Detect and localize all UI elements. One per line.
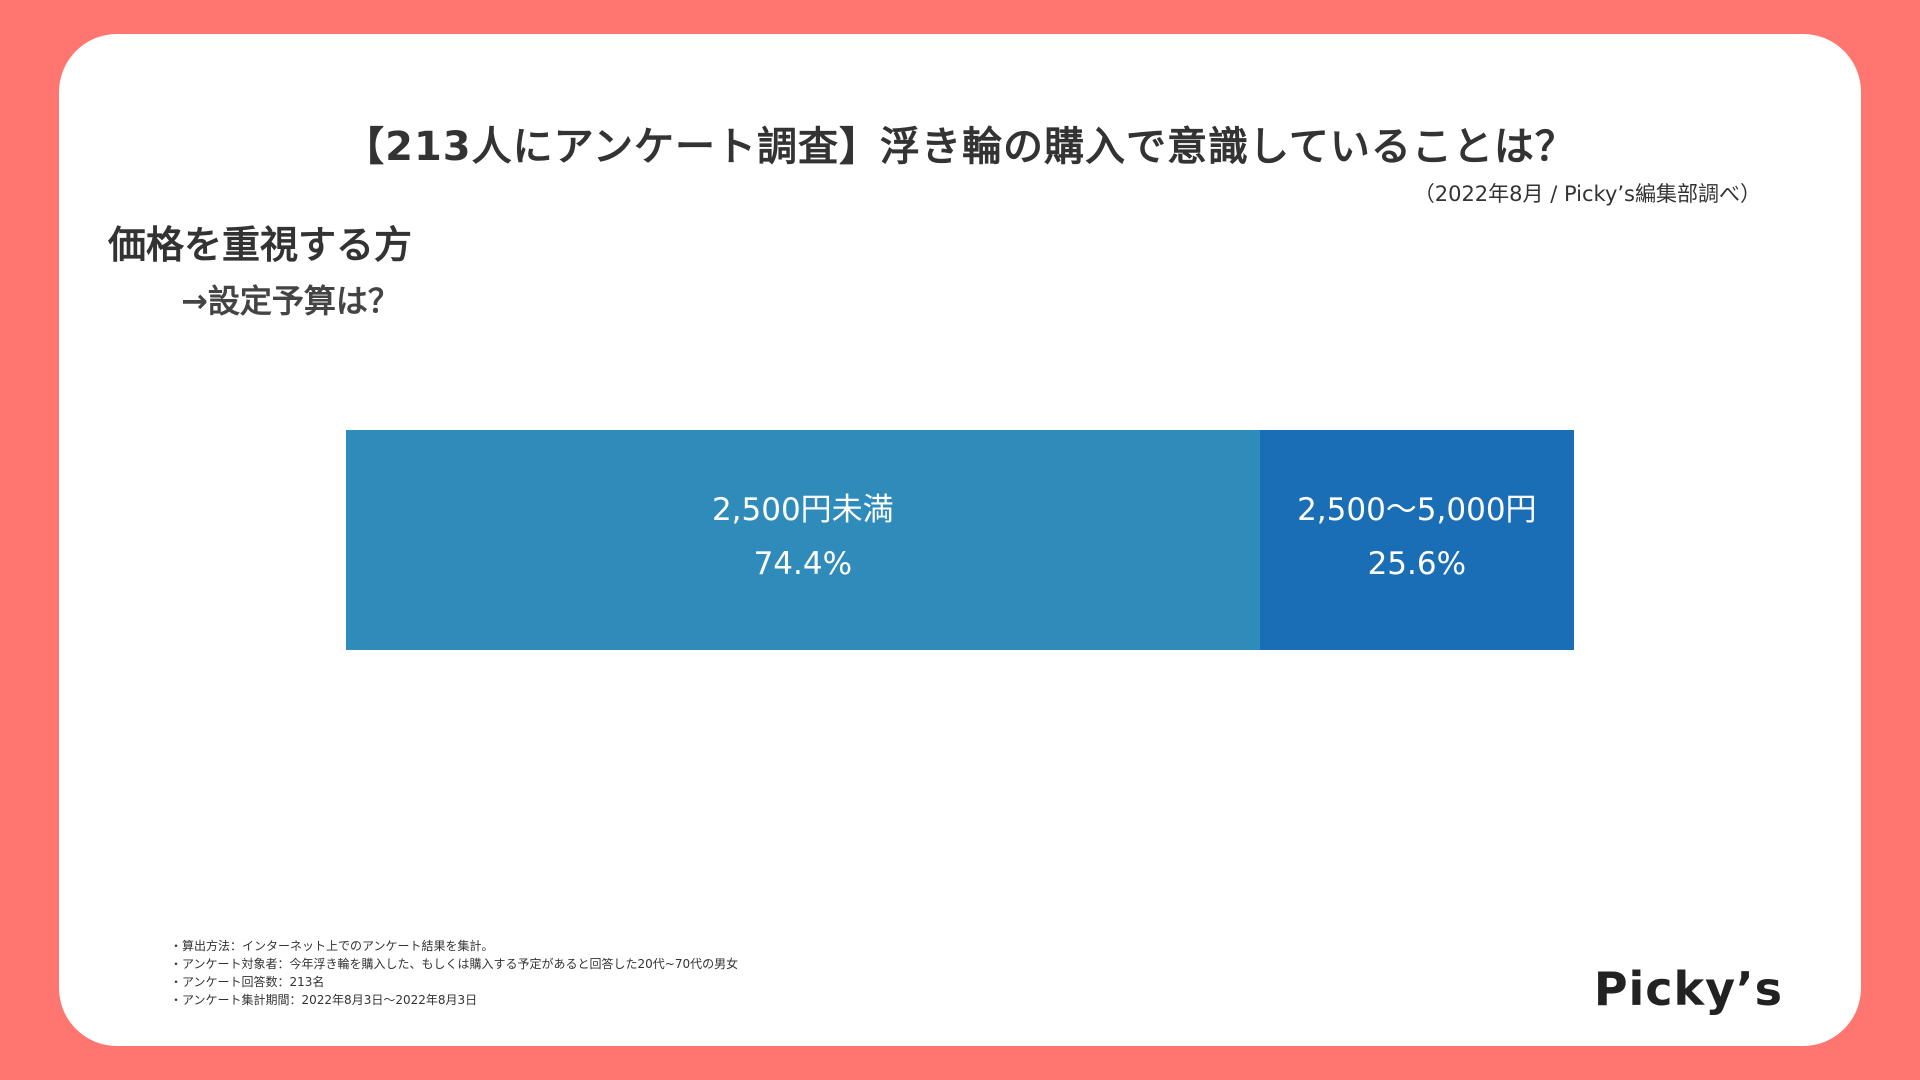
chart-plot-area: 2,500円未満 74.4% 2,500〜5,000円 25.6% bbox=[346, 430, 1574, 650]
picky-s-logo: Picky’s bbox=[1593, 962, 1783, 1016]
note-period: ・アンケート集計期間：2022年8月3日〜2022年8月3日 bbox=[170, 993, 478, 1007]
segment-value-label: 25.6% bbox=[1368, 546, 1466, 582]
page-title: 【213人にアンケート調査】浮き輪の購入で意識していることは？ bbox=[344, 124, 1576, 170]
bar-segment-1 bbox=[346, 430, 1260, 650]
segment-category-label: 2,500円未満 bbox=[712, 492, 894, 528]
note-method: ・算出方法：インターネット上でのアンケート結果を集計。 bbox=[170, 939, 494, 953]
section-subheading: →設定予算は？ bbox=[181, 282, 400, 320]
survey-notes: ・算出方法：インターネット上でのアンケート結果を集計。 ・アンケート対象者：今年… bbox=[170, 937, 738, 1009]
section-heading: 価格を重視する方 bbox=[108, 223, 413, 267]
source-note: （2022年8月 / Picky’s編集部調べ） bbox=[1413, 182, 1761, 206]
bar-segment-2 bbox=[1259, 430, 1574, 650]
note-count: ・アンケート回答数：213名 bbox=[170, 975, 325, 989]
note-target: ・アンケート対象者：今年浮き輪を購入した、もしくは購入する予定があると回答した2… bbox=[170, 957, 739, 971]
segment-value-label: 74.4% bbox=[754, 546, 852, 582]
segment-category-label: 2,500〜5,000円 bbox=[1297, 492, 1537, 528]
